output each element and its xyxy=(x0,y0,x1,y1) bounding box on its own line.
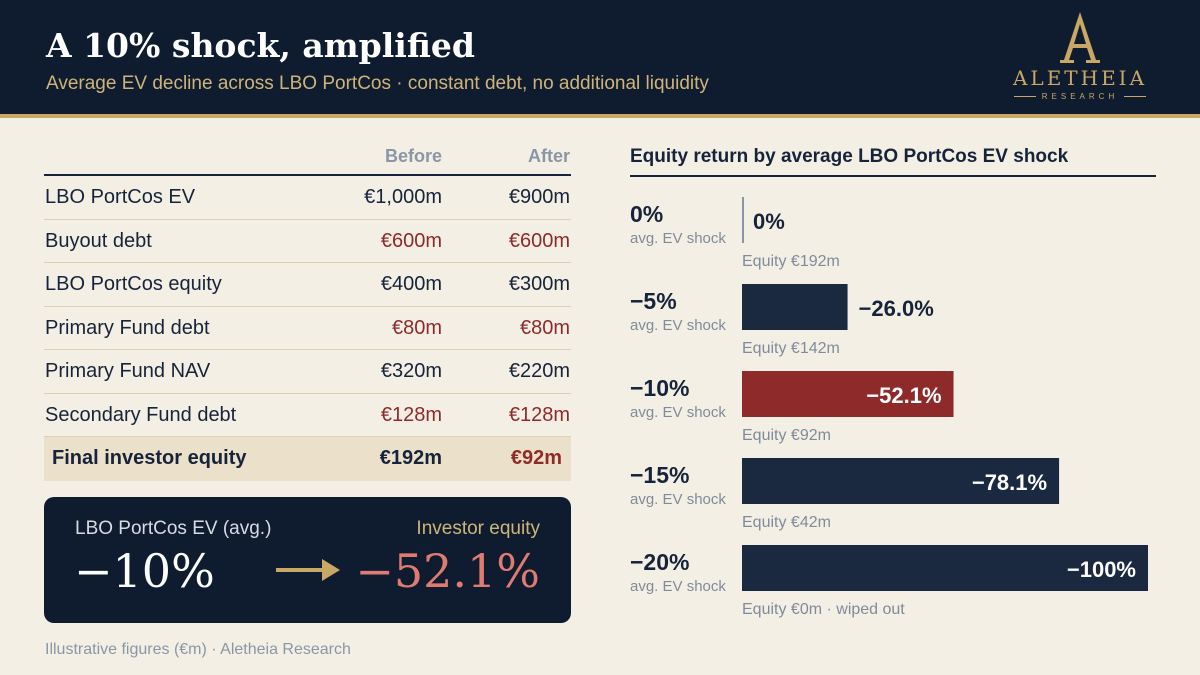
row-value-after: €80m xyxy=(519,316,570,339)
row-value-before: €192m xyxy=(379,447,442,469)
category-caption: avg. EV shock xyxy=(630,491,726,508)
column-header-before: Before xyxy=(384,146,442,166)
category-label: −20% xyxy=(630,549,689,575)
row-value-after: €600m xyxy=(508,229,570,252)
equity-note: Equity €142m xyxy=(742,340,840,357)
page-subtitle: Average EV decline across LBO PortCos · … xyxy=(46,73,709,94)
row-label: Secondary Fund debt xyxy=(45,403,237,426)
callout-equity-label: Investor equity xyxy=(416,518,540,539)
row-value-after: €300m xyxy=(508,273,570,295)
table-row: Secondary Fund debt €128m €128m xyxy=(44,394,571,437)
callout-ev-label: LBO PortCos EV (avg.) xyxy=(75,518,272,539)
row-value-before: €400m xyxy=(380,273,442,295)
bar-value-label: 0% xyxy=(753,209,785,234)
equity-note: Equity €0m · wiped out xyxy=(742,601,905,618)
row-value-before: €600m xyxy=(380,229,442,252)
row-label: Buyout debt xyxy=(45,229,152,252)
header-accent-rule xyxy=(0,114,1200,118)
bar xyxy=(742,458,1060,504)
bar xyxy=(742,371,954,417)
row-value-before: €80m xyxy=(391,316,442,339)
equity-note: Equity €92m xyxy=(742,427,831,444)
row-label: Final investor equity xyxy=(52,447,247,469)
brand-logo: ALETHEIA RESEARCH xyxy=(1000,10,1160,106)
row-value-after: €220m xyxy=(508,360,570,382)
category-caption: avg. EV shock xyxy=(630,230,726,247)
logo-tagline: RESEARCH xyxy=(1000,92,1160,101)
summary-callout: LBO PortCos EV (avg.) −10% Investor equi… xyxy=(44,497,571,623)
row-label: Primary Fund debt xyxy=(45,316,210,339)
callout-ev-value: −10% xyxy=(74,544,215,598)
chart-title: Equity return by average LBO PortCos EV … xyxy=(630,146,1069,167)
equity-note: Equity €192m xyxy=(742,253,840,270)
column-header-after: After xyxy=(527,146,570,166)
category-label: 0% xyxy=(630,201,663,227)
row-value-before: €320m xyxy=(380,360,442,382)
row-value-before: €128m xyxy=(380,403,442,426)
category-caption: avg. EV shock xyxy=(630,317,726,334)
table-header: Before After xyxy=(44,140,571,176)
row-value-after: €92m xyxy=(510,447,562,469)
page-title: A 10% shock, amplified xyxy=(46,26,475,65)
bar-value-label: −78.1% xyxy=(972,470,1047,495)
table-row: Primary Fund debt €80m €80m xyxy=(44,307,571,350)
bar xyxy=(742,545,1148,591)
row-value-after: €900m xyxy=(508,186,570,208)
table-row: Primary Fund NAV €320m €220m xyxy=(44,350,571,394)
table-row: Buyout debt €600m €600m xyxy=(44,220,571,263)
category-caption: avg. EV shock xyxy=(630,404,726,421)
row-label: LBO PortCos equity xyxy=(45,273,222,295)
table-row: LBO PortCos equity €400m €300m xyxy=(44,263,571,307)
row-value-before: €1,000m xyxy=(364,186,442,208)
table-row: LBO PortCos EV €1,000m €900m xyxy=(44,176,571,220)
footnote: Illustrative figures (€m) · Aletheia Res… xyxy=(45,641,351,658)
bar xyxy=(742,197,744,243)
category-caption: avg. EV shock xyxy=(630,578,726,595)
table-total-row: Final investor equity €192m €92m xyxy=(44,437,571,481)
bar-value-label: −52.1% xyxy=(866,383,941,408)
row-value-after: €128m xyxy=(508,403,570,426)
row-label: Primary Fund NAV xyxy=(45,360,211,382)
category-label: −10% xyxy=(630,375,689,401)
chart-title-rule xyxy=(630,175,1156,177)
logo-name: ALETHEIA xyxy=(1012,66,1148,90)
bar-value-label: −26.0% xyxy=(859,296,934,321)
category-label: −5% xyxy=(630,288,677,314)
callout-equity-value: −52.1% xyxy=(355,544,540,598)
bar-value-label: −100% xyxy=(1067,557,1136,582)
row-label: LBO PortCos EV xyxy=(45,186,196,208)
bar xyxy=(742,284,848,330)
category-label: −15% xyxy=(630,462,689,488)
equity-return-bar-chart: 0% avg. EV shock 0% Equity €192m −5% avg. EV … xyxy=(630,197,1148,618)
equity-note: Equity €42m xyxy=(742,514,831,531)
equity-bridge-table: Before After LBO PortCos EV €1,000m €900… xyxy=(44,140,571,481)
gold-letter-a-icon xyxy=(1060,12,1100,63)
right-arrow-icon xyxy=(276,559,340,581)
